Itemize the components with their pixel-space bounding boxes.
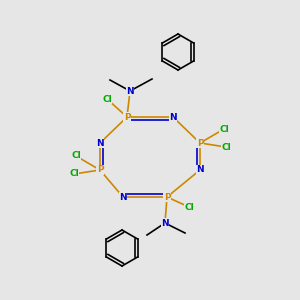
Text: P: P [124,112,130,122]
Text: Cl: Cl [102,94,112,103]
Text: N: N [126,86,134,95]
Text: N: N [96,139,104,148]
Text: Cl: Cl [221,142,231,152]
Text: Cl: Cl [219,124,229,134]
Text: N: N [196,166,204,175]
Text: Cl: Cl [71,152,81,160]
Text: N: N [161,218,169,227]
Text: Cl: Cl [184,202,194,211]
Text: N: N [119,193,127,202]
Text: P: P [197,139,203,148]
Text: N: N [169,112,177,122]
Text: Cl: Cl [69,169,79,178]
Text: P: P [164,193,170,202]
Text: P: P [97,166,103,175]
